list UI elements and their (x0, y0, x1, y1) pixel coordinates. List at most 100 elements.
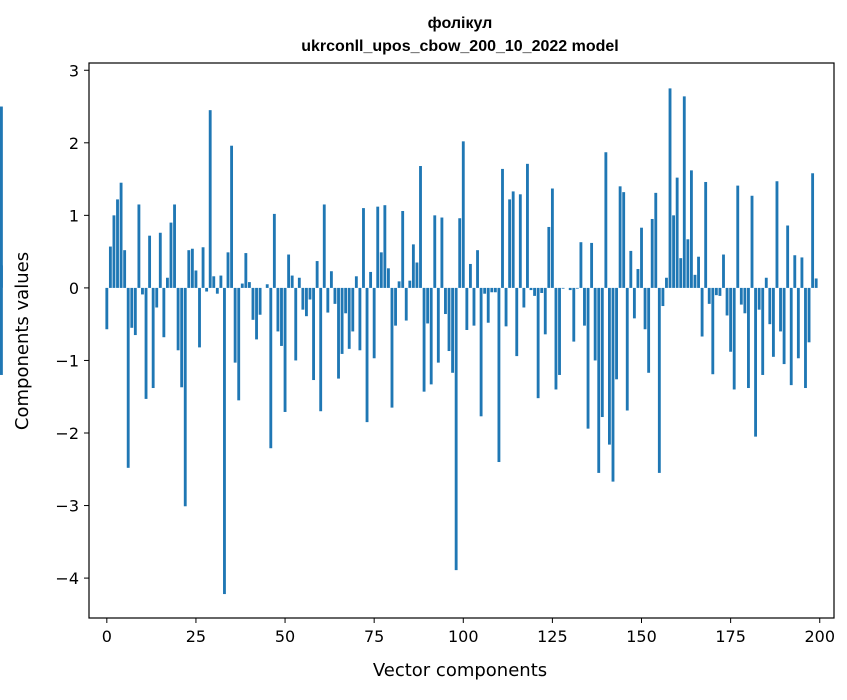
bar-49 (280, 288, 283, 346)
bar-55 (301, 288, 304, 310)
bar-149 (637, 269, 640, 288)
bar-164 (690, 170, 693, 288)
bar-22 (184, 288, 187, 506)
y-axis-label: Components values (12, 252, 33, 430)
bar-171 (715, 288, 718, 295)
bar-16 (162, 288, 165, 337)
bar-88 (419, 166, 422, 288)
bar-119 (530, 288, 533, 290)
bar-14 (155, 288, 158, 308)
y-tick-label: 1 (69, 206, 79, 225)
bar-series (0, 88, 818, 594)
bar-85 (408, 281, 411, 288)
y-tick-label: 0 (69, 279, 79, 298)
bar-30 (212, 276, 215, 288)
bar-195 (800, 257, 803, 287)
bar-136 (590, 243, 593, 288)
bar-100 (462, 141, 465, 288)
bar-182 (754, 288, 757, 437)
bar-137 (594, 288, 597, 361)
bar-144 (619, 186, 622, 288)
bar-72 (362, 208, 365, 288)
bar-13 (152, 288, 155, 388)
bar-86 (412, 244, 415, 288)
bar-70 (355, 276, 358, 288)
x-tick-label: 175 (715, 627, 746, 646)
bar-75 (373, 288, 376, 358)
bar-25 (195, 270, 198, 287)
bar-115 (515, 288, 518, 356)
bar-145 (622, 192, 625, 288)
bar-57 (309, 288, 312, 300)
bar-77 (380, 252, 383, 288)
bar-148 (633, 288, 636, 318)
bar-125 (551, 189, 554, 288)
bar-178 (740, 288, 743, 305)
bar-80 (391, 288, 394, 408)
bar-8 (134, 288, 137, 335)
bar-190 (783, 288, 786, 364)
bar-1 (109, 247, 112, 288)
bar-52 (291, 276, 294, 288)
bar-124 (547, 227, 550, 288)
bar-117 (522, 288, 525, 308)
chart-subtitle: ukrconll_upos_cbow_200_10_2022 model (301, 38, 618, 55)
bar-20 (177, 288, 180, 350)
bar-107 (487, 288, 490, 323)
bar-131 (572, 288, 575, 342)
bar-196 (804, 288, 807, 388)
bar-146 (626, 288, 629, 411)
bar-89 (423, 288, 426, 392)
bar-53 (294, 288, 297, 361)
bar-39 (244, 253, 247, 288)
bar-undefined (0, 265, 3, 287)
bar-199 (815, 278, 818, 287)
bar-43 (259, 288, 262, 315)
bar-154 (654, 193, 657, 288)
bar-108 (490, 288, 493, 292)
bar-106 (483, 288, 486, 294)
bar-90 (426, 288, 429, 324)
bar-26 (198, 288, 201, 347)
bar-118 (526, 164, 529, 288)
bar-113 (508, 199, 511, 288)
y-tick-label: −4 (55, 569, 79, 588)
bar-71 (358, 288, 361, 350)
bar-135 (587, 288, 590, 429)
bar-134 (583, 288, 586, 326)
bar-42 (255, 288, 258, 340)
bar-102 (469, 264, 472, 288)
bar-38 (241, 284, 244, 288)
y-tick-label: −2 (55, 424, 79, 443)
bar-191 (786, 226, 789, 288)
bar-60 (319, 288, 322, 411)
bar-139 (601, 288, 604, 417)
bar-165 (694, 275, 697, 288)
bar-101 (465, 288, 468, 330)
bar-12 (148, 236, 151, 288)
bar-156 (661, 288, 664, 306)
bar-66 (341, 288, 344, 354)
bar-105 (480, 288, 483, 416)
x-axis-label: Vector components (373, 660, 547, 681)
bar-95 (444, 288, 447, 314)
bar-170 (711, 288, 714, 374)
bar-17 (166, 278, 169, 288)
bar-51 (287, 255, 290, 288)
bar-150 (640, 228, 643, 288)
bar-111 (501, 169, 504, 288)
bar-64 (334, 288, 337, 304)
bar-109 (494, 288, 497, 292)
y-tick-label: 3 (69, 61, 79, 80)
bar-163 (686, 239, 689, 288)
bar-174 (726, 288, 729, 316)
bar-undefined (0, 288, 3, 375)
bar-63 (330, 271, 333, 288)
bar-58 (312, 288, 315, 380)
bar-6 (127, 288, 130, 468)
bar-79 (387, 268, 390, 288)
bar-67 (344, 288, 347, 313)
bar-167 (701, 288, 704, 337)
